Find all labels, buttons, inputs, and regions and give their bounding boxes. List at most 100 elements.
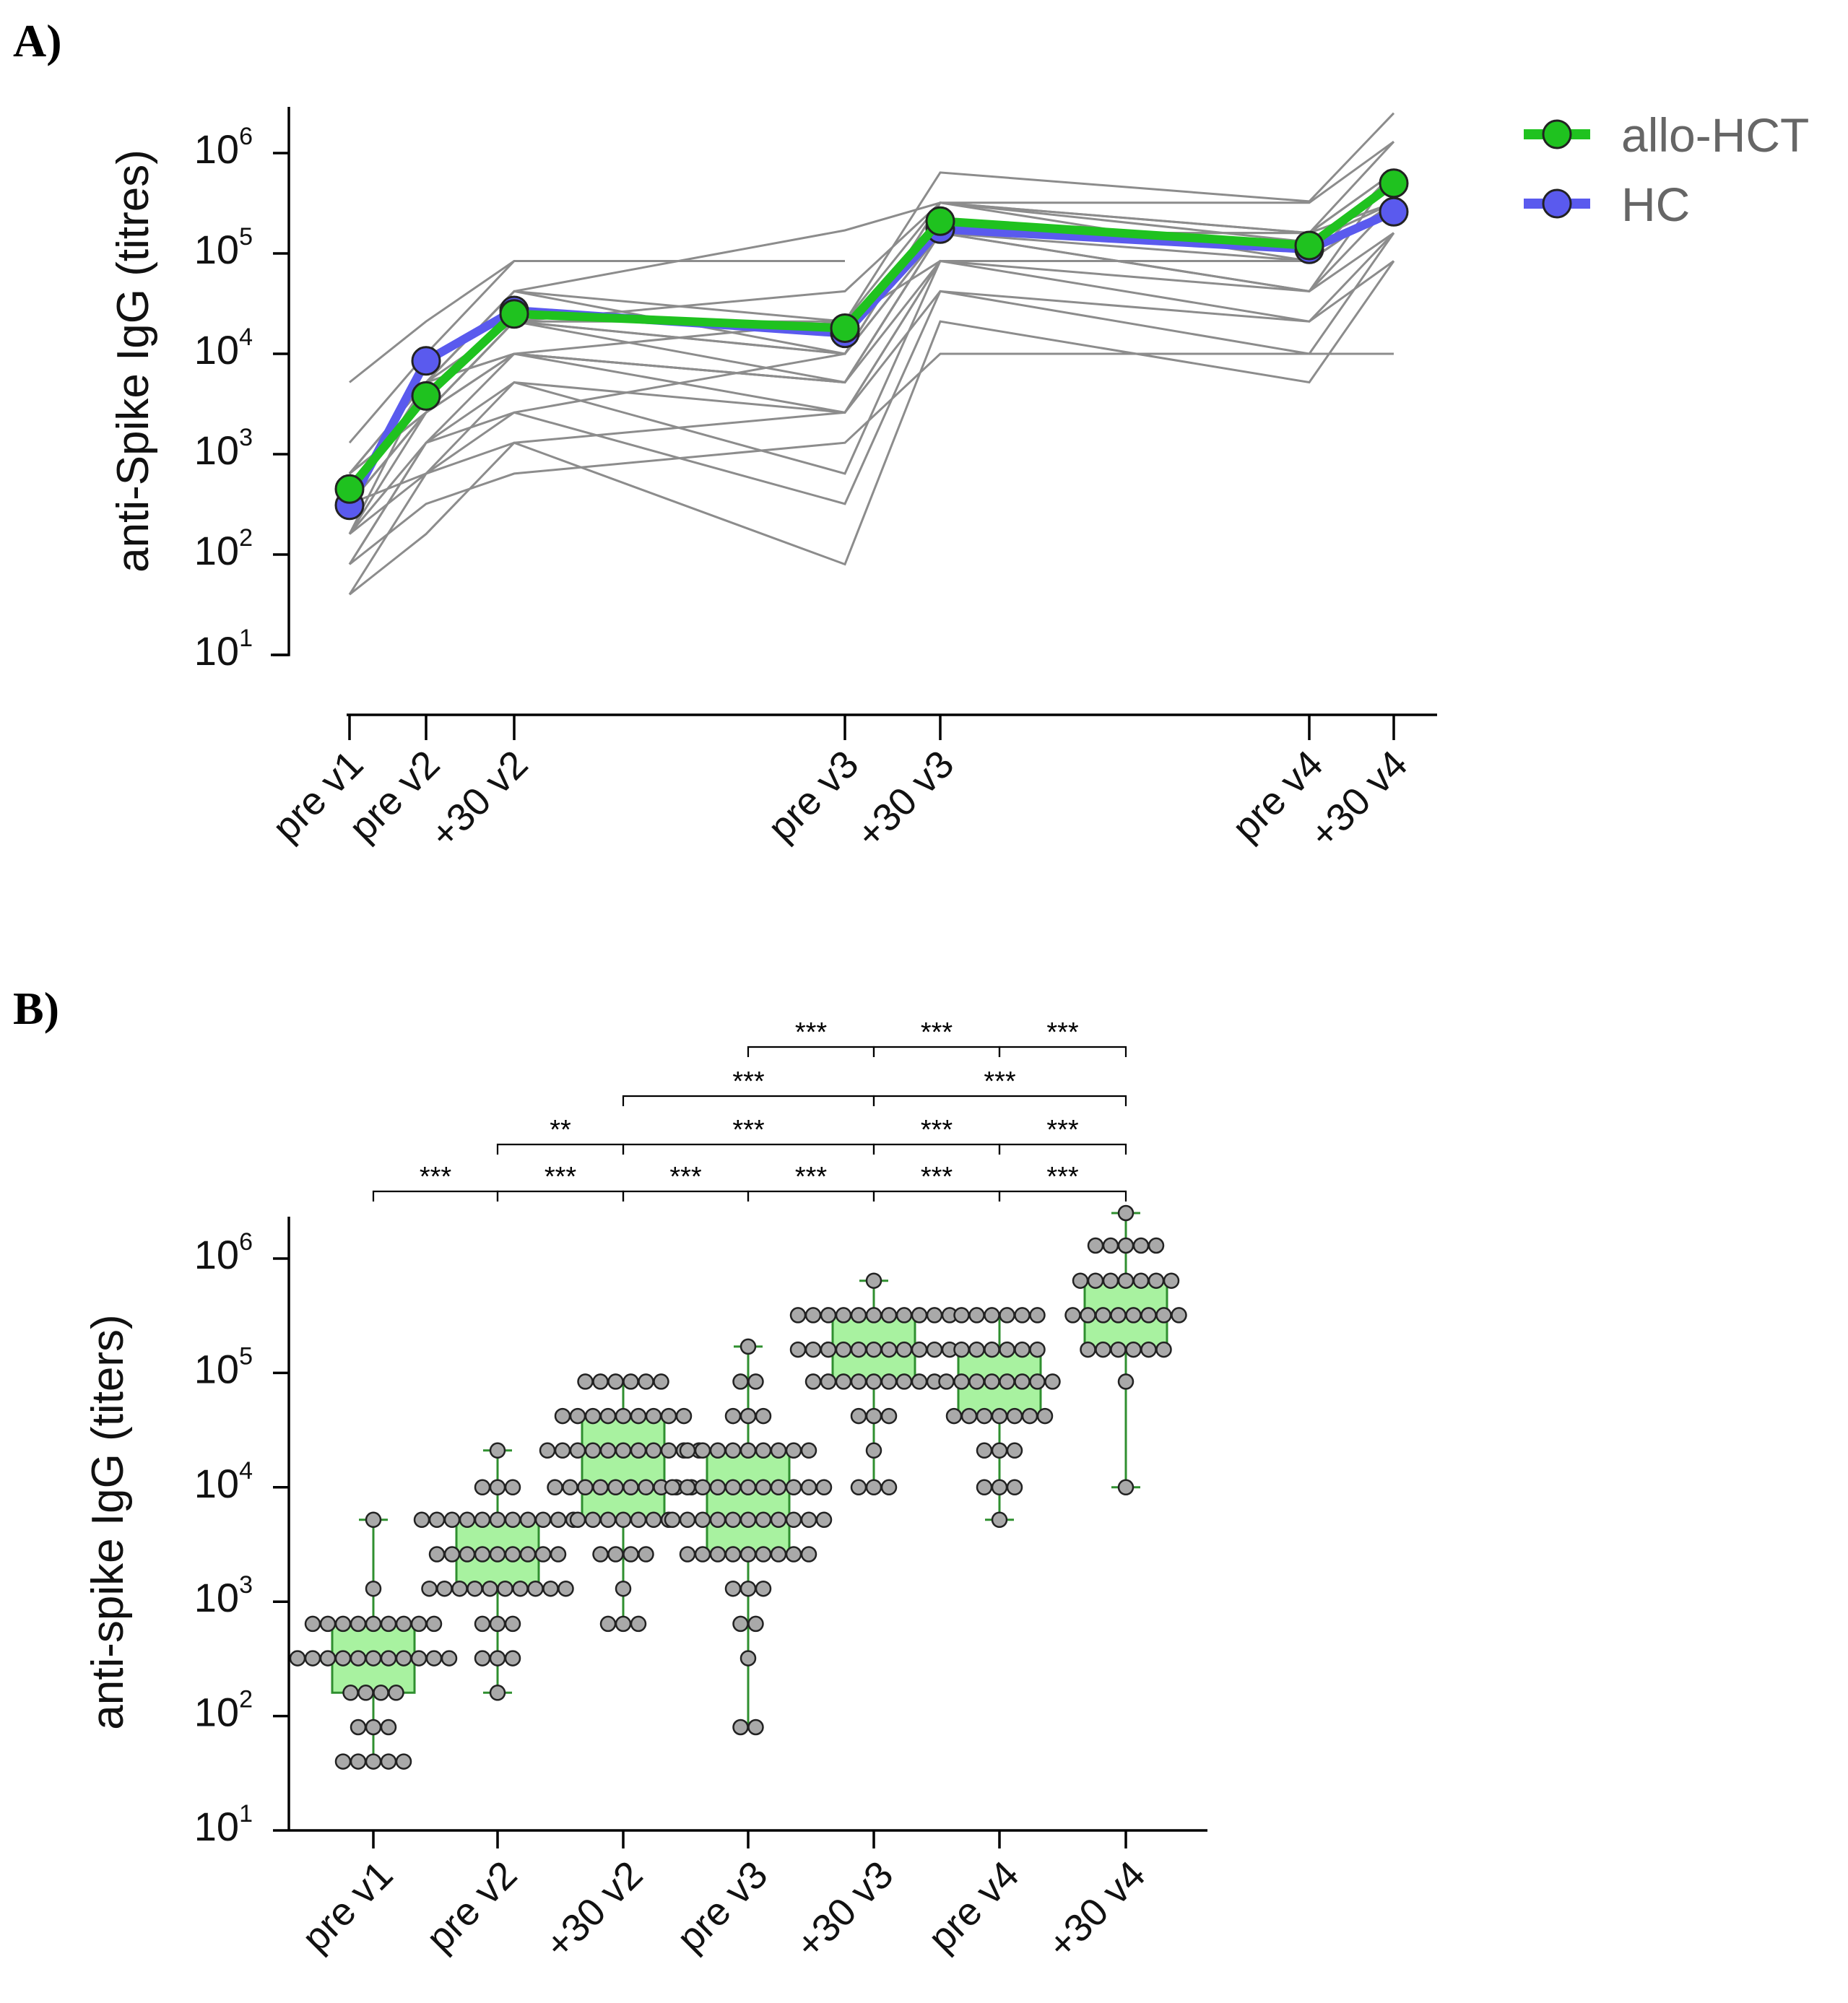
panel-b-point-plus-30-v4 xyxy=(1080,1307,1096,1324)
panel-b-point-plus-30-v3 xyxy=(895,1341,913,1358)
panel-b-point-pre-v1 xyxy=(425,1615,443,1633)
panel-b-point-plus-30-v4 xyxy=(1064,1307,1081,1324)
panel-b-point-plus-30-v4 xyxy=(1102,1237,1119,1254)
panel-b-point-plus-30-v2 xyxy=(592,1546,609,1563)
panel-b-point-plus-30-v2 xyxy=(592,1373,609,1390)
panel-b-point-pre-v3 xyxy=(664,1479,681,1496)
panel-b-point-pre-v2 xyxy=(421,1580,438,1597)
panel-b-point-pre-v2 xyxy=(428,1546,446,1563)
panel-b-point-pre-v3 xyxy=(724,1442,742,1459)
panel-b-point-plus-30-v4 xyxy=(1125,1341,1142,1358)
panel-b-point-pre-v3 xyxy=(709,1546,726,1563)
panel-b-point-pre-v3 xyxy=(694,1479,711,1496)
panel-b-point-pre-v1 xyxy=(350,1650,367,1667)
panel-a-y-axis-label: anti-Spike IgG (titres) xyxy=(108,149,158,573)
panel-b-point-plus-30-v4 xyxy=(1155,1307,1172,1324)
panel-b-point-pre-v2 xyxy=(504,1511,521,1529)
panel-b-point-plus-30-v4 xyxy=(1148,1272,1165,1289)
panel-b-point-pre-v3 xyxy=(724,1407,742,1425)
panel-b-significance-11: *** xyxy=(622,1066,875,1106)
panel-a-individual-lines xyxy=(348,112,1395,596)
panel-b-point-plus-30-v2 xyxy=(645,1511,662,1529)
panel-b-point-pre-v4 xyxy=(984,1373,1000,1390)
panel-b-point-plus-30-v3 xyxy=(804,1373,822,1390)
panel-b-point-pre-v2 xyxy=(558,1580,574,1597)
panel-b-point-pre-v2 xyxy=(489,1511,506,1529)
panel-b-significance-label-7: ** xyxy=(550,1115,571,1145)
panel-b-point-pre-v3 xyxy=(785,1442,802,1459)
panel-b-point-pre-v1 xyxy=(334,1650,352,1667)
legend-label-hc: HC xyxy=(1621,178,1690,231)
panel-b-point-pre-v4 xyxy=(991,1442,1008,1459)
panel-b-point-pre-v3 xyxy=(747,1615,764,1633)
panel-b-y-tick-label-0: 101 xyxy=(194,1800,253,1849)
panel-b-x-tick-label-plus-30-v2: +30 v2 xyxy=(537,1853,651,1967)
panel-b-point-pre-v2 xyxy=(504,1615,521,1633)
legend-label-allo-hct: allo-HCT xyxy=(1621,108,1809,162)
panel-b-point-pre-v2 xyxy=(534,1511,552,1529)
panel-b-point-plus-30-v2 xyxy=(554,1407,571,1425)
panel-b-point-plus-30-v3 xyxy=(865,1479,882,1496)
panel-b-point-pre-v3 xyxy=(724,1546,742,1563)
panel-b-point-pre-v4 xyxy=(1021,1407,1038,1425)
panel-b-point-pre-v2 xyxy=(504,1479,521,1496)
panel-b-point-pre-v3 xyxy=(679,1511,696,1529)
panel-b-significance-14: *** xyxy=(872,1017,1001,1057)
panel-b-point-plus-30-v3 xyxy=(835,1341,852,1358)
panel-b-point-pre-v3 xyxy=(770,1442,787,1459)
panel-b-point-pre-v1 xyxy=(350,1615,367,1633)
panel-b-point-plus-30-v2 xyxy=(638,1479,654,1496)
panel-a-legend: allo-HCT HC xyxy=(1524,108,1809,231)
panel-b-point-plus-30-v4 xyxy=(1171,1307,1187,1324)
panel-b-point-plus-30-v2 xyxy=(630,1407,647,1425)
panel-b-point-pre-v4 xyxy=(999,1373,1015,1390)
panel-b-point-pre-v4 xyxy=(984,1341,1000,1358)
panel-b-point-pre-v3 xyxy=(800,1511,817,1529)
panel-a-label: A) xyxy=(13,15,62,66)
panel-a-x-tick-label-plus-30-v2: +30 v2 xyxy=(422,742,536,856)
panel-b-point-pre-v4 xyxy=(945,1407,963,1425)
panel-b-point-plus-30-v2 xyxy=(645,1407,662,1425)
panel-b-point-pre-v2 xyxy=(542,1580,559,1597)
panel-b-point-plus-30-v2 xyxy=(630,1615,647,1633)
panel-b-point-plus-30-v4 xyxy=(1102,1272,1119,1289)
panel-b-group-pre-v1 xyxy=(289,1511,458,1770)
panel-b-point-pre-v1 xyxy=(441,1650,458,1667)
panel-b-significance-bracket-12 xyxy=(872,1095,1127,1106)
panel-b-point-pre-v3 xyxy=(679,1442,696,1459)
panel-a-point-allo-hct-pre-v4 xyxy=(1294,230,1324,261)
panel-b-point-pre-v4 xyxy=(968,1373,985,1390)
panel-b-point-pre-v3 xyxy=(739,1580,757,1597)
panel-b-point-plus-30-v3 xyxy=(865,1407,882,1425)
panel-b-point-pre-v3 xyxy=(694,1442,711,1459)
panel-b-point-pre-v4 xyxy=(991,1511,1008,1529)
panel-b-point-pre-v3 xyxy=(755,1407,772,1425)
panel-b-point-pre-v2 xyxy=(527,1580,544,1597)
panel-a-y-axis xyxy=(271,107,290,656)
panel-b-y-axis-label: anti-spike IgG (titers) xyxy=(83,1314,133,1729)
panel-b-point-pre-v4 xyxy=(1014,1307,1031,1324)
panel-b-point-plus-30-v2 xyxy=(599,1442,617,1459)
panel-b-significance-label-11: *** xyxy=(732,1066,765,1097)
panel-b-significance-12: *** xyxy=(872,1066,1127,1106)
panel-b-point-pre-v4 xyxy=(991,1407,1008,1425)
panel-b-point-pre-v2 xyxy=(512,1580,529,1597)
panel-b-point-plus-30-v2 xyxy=(569,1511,586,1529)
panel-a-individual-line-12 xyxy=(349,352,1394,565)
panel-b-point-pre-v3 xyxy=(739,1407,757,1425)
panel-b-point-plus-30-v2 xyxy=(584,1511,602,1529)
panel-b-significance-bracket-1 xyxy=(372,1190,499,1202)
panel-b-significance-7: ** xyxy=(496,1115,625,1155)
panel-b-boxes xyxy=(289,1204,1187,1770)
panel-b-point-plus-30-v3 xyxy=(850,1341,867,1358)
panel-a-individual-line-1 xyxy=(349,260,515,383)
panel-b-significance-15: *** xyxy=(998,1017,1127,1057)
panel-b-significance-bracket-7 xyxy=(496,1143,625,1155)
panel-b-point-pre-v2 xyxy=(459,1546,476,1563)
panel-b-significance-label-4: *** xyxy=(795,1162,828,1192)
panel-b-significance-bracket-15 xyxy=(998,1046,1127,1057)
panel-b-point-pre-v1 xyxy=(357,1685,374,1701)
panel-b-point-pre-v2 xyxy=(474,1650,491,1667)
panel-b-point-plus-30-v2 xyxy=(584,1407,602,1425)
